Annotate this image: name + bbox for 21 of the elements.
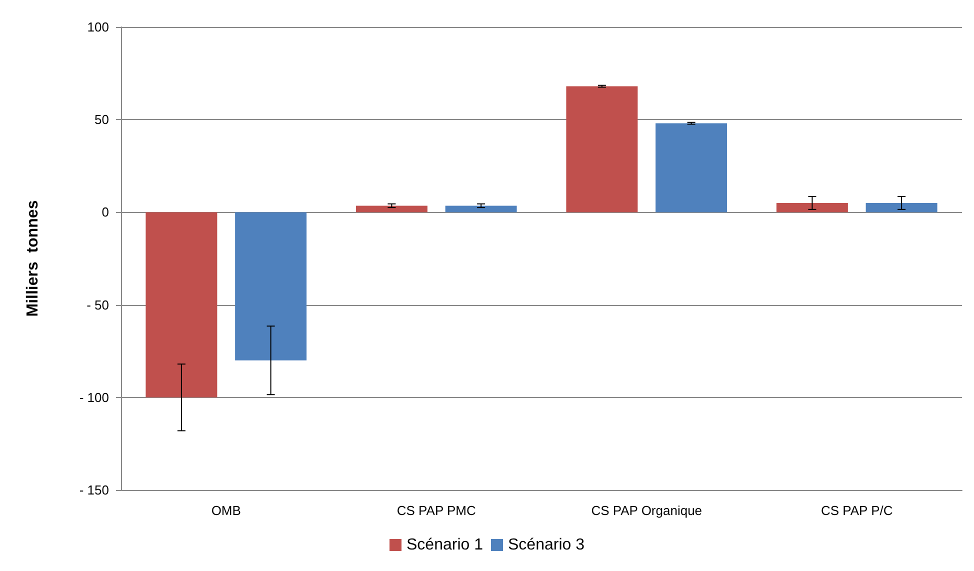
x-tick-label: CS PAP P/C [820,503,893,518]
bar [146,212,218,398]
legend-label: Scénario 1 [406,536,484,554]
x-tick-label: CS PAP Organique [591,503,702,518]
x-tick-label: CS PAP PMC [396,503,476,518]
y-tick-label: 50 [94,112,109,128]
y-tick-label: - 50 [86,297,109,312]
y-tick-label: - 100 [79,390,109,405]
bar [445,206,517,212]
bar [356,206,428,212]
y-tick-label: 100 [87,20,109,34]
y-tick-label: 0 [102,204,109,220]
bar [566,86,638,212]
bar [235,212,307,360]
y-tick-label: - 150 [79,482,109,498]
y-axis-title: Milliers tonnes [24,200,42,317]
legend-label: Scénario 3 [508,536,585,554]
x-tick-label: OMB [211,503,241,518]
bar [656,123,728,212]
bar [776,202,848,212]
bar [866,202,938,212]
